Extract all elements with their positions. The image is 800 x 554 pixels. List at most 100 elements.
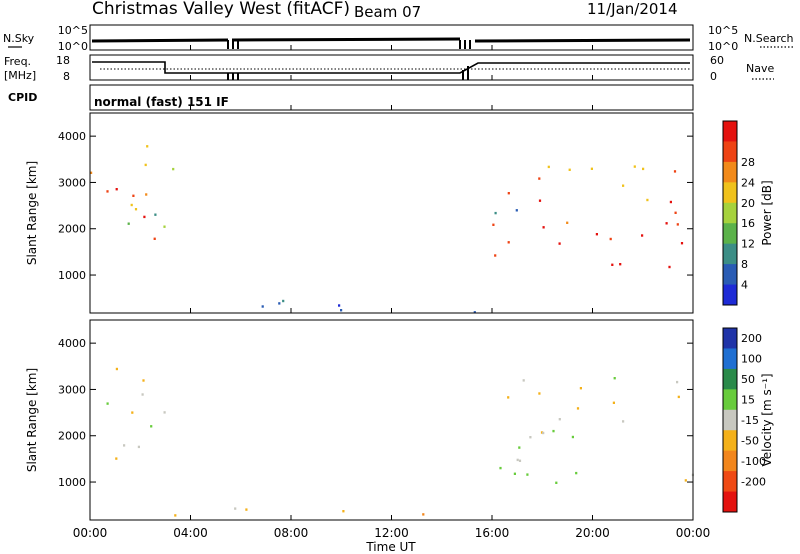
power-panel: 1000 2000 3000 4000 Slant Range [km] 4 8 12 16… — [25, 112, 774, 314]
freq-label: Freq. — [4, 55, 31, 68]
nave-tick-top: 60 — [710, 54, 724, 67]
velocity-cell — [576, 407, 580, 410]
power-cell — [668, 265, 671, 269]
power-ytick-label: 3000 — [58, 176, 86, 189]
power-cell — [145, 193, 148, 196]
power-cell — [146, 145, 149, 148]
freq-tick-top: 18 — [56, 54, 70, 67]
velocity-cell — [558, 418, 561, 421]
velocity-cell — [579, 387, 582, 390]
power-cell — [642, 167, 645, 171]
power-colorbar-swatch — [723, 182, 737, 204]
velocity-colorbar-swatch — [723, 348, 737, 370]
nsky-dropouts — [227, 40, 471, 49]
velocity-colorbar-swatch — [723, 430, 737, 452]
power-cell — [515, 209, 518, 212]
nsky-panel: N.Sky 10^5 10^0 N.Search 10^5 10^0 — [3, 24, 795, 53]
velocity-ytick-label: 1000 — [58, 476, 86, 489]
velocity-cell — [422, 513, 425, 516]
velocity-cell — [499, 466, 502, 470]
cpid-panel: CPID normal (fast) 151 IF — [8, 84, 694, 111]
velocity-ytick-label: 2000 — [58, 430, 86, 443]
velocity-cell — [131, 411, 134, 414]
beam-label: Beam 07 — [354, 3, 421, 21]
velocity-cell — [518, 446, 521, 449]
power-cell — [542, 226, 545, 229]
power-colorbar-tick-label: 12 — [741, 238, 755, 251]
nsearch-tick-top: 10^5 — [708, 24, 738, 37]
nsky-tick-top: 10^5 — [58, 24, 88, 37]
nsky-trace — [91, 37, 691, 43]
power-cell — [163, 225, 166, 228]
power-cell — [611, 263, 614, 266]
power-cell — [633, 165, 636, 168]
velocity-cell — [174, 514, 177, 517]
power-cell — [473, 311, 476, 314]
freq-panel: Freq. [MHz] 18 8 Nave 60 0 — [4, 54, 774, 83]
power-cell — [338, 304, 341, 307]
power-cell — [646, 198, 649, 202]
power-colorbar: 4 8 12 16 20 24 28 — [722, 120, 755, 306]
x-axis: 00:00 04:00 08:00 12:00 16:00 20:00 00:00 — [73, 45, 711, 540]
power-colorbar-swatch — [723, 264, 737, 286]
power-cell — [680, 242, 684, 245]
power-cell — [132, 194, 135, 197]
power-cell — [154, 213, 157, 216]
nave-label: Nave — [746, 62, 774, 75]
velocity-colorbar-tick-label: 200 — [741, 332, 762, 345]
power-yticks: 1000 2000 3000 4000 — [58, 130, 693, 282]
power-colorbar-tick-label: 20 — [741, 197, 755, 210]
power-colorbar-tick-label: 8 — [741, 258, 748, 271]
x-tick-label: 16:00 — [475, 526, 510, 540]
power-cell — [676, 223, 679, 226]
velocity-cell — [123, 444, 126, 447]
power-cell — [665, 222, 668, 225]
velocity-cell — [540, 431, 544, 434]
power-cell — [507, 192, 510, 195]
x-tick-label: 12:00 — [374, 526, 409, 540]
power-colorbar-tick-label: 4 — [741, 279, 748, 292]
power-ytick-label: 4000 — [58, 130, 86, 143]
velocity-cell — [612, 401, 615, 404]
power-cell — [609, 237, 612, 241]
power-cell — [674, 211, 677, 214]
power-ytick-label: 2000 — [58, 223, 86, 236]
power-cell — [144, 163, 147, 167]
power-cell — [641, 234, 644, 237]
velocity-cell — [538, 392, 541, 395]
power-cell — [106, 190, 109, 193]
velocity-cell — [516, 458, 519, 462]
power-colorbar-label: Power [dB] — [760, 180, 774, 245]
power-cell — [115, 188, 118, 191]
power-cell — [143, 215, 146, 219]
freq-unit: [MHz] — [4, 69, 36, 82]
power-ytick-label: 1000 — [58, 269, 86, 282]
velocity-colorbar-swatch — [723, 471, 737, 493]
velocity-colorbar-swatch — [723, 491, 737, 513]
power-cell — [590, 167, 593, 170]
velocity-colorbar-tick-label: 50 — [741, 373, 755, 386]
velocity-cell — [342, 510, 345, 513]
power-cell — [494, 211, 497, 215]
velocity-yticks: 1000 2000 3000 4000 — [58, 337, 693, 489]
x-tick-label: 04:00 — [173, 526, 208, 540]
nsky-label: N.Sky — [3, 32, 35, 45]
power-cells — [90, 145, 684, 314]
velocity-colorbar: 200 100 50 15 -15 -50 -100 -200 — [722, 327, 766, 513]
power-cell — [622, 184, 625, 187]
velocity-cell — [245, 508, 248, 511]
freq-tick-bottom: 8 — [63, 70, 70, 83]
velocity-colorbar-swatch — [723, 328, 737, 349]
date-label: 11/Jan/2014 — [587, 0, 678, 18]
power-cell — [494, 254, 497, 257]
velocity-colorbar-swatch — [723, 368, 737, 390]
power-cell — [538, 177, 541, 180]
velocity-cell — [676, 380, 679, 384]
power-colorbar-tick-label: 24 — [741, 176, 755, 189]
velocity-cell — [555, 481, 558, 484]
power-cell — [172, 167, 175, 171]
power-colorbar-swatch — [723, 141, 737, 163]
velocity-cell — [684, 479, 687, 482]
x-tick-label: 00:00 — [676, 526, 711, 540]
velocity-cell — [613, 377, 616, 380]
